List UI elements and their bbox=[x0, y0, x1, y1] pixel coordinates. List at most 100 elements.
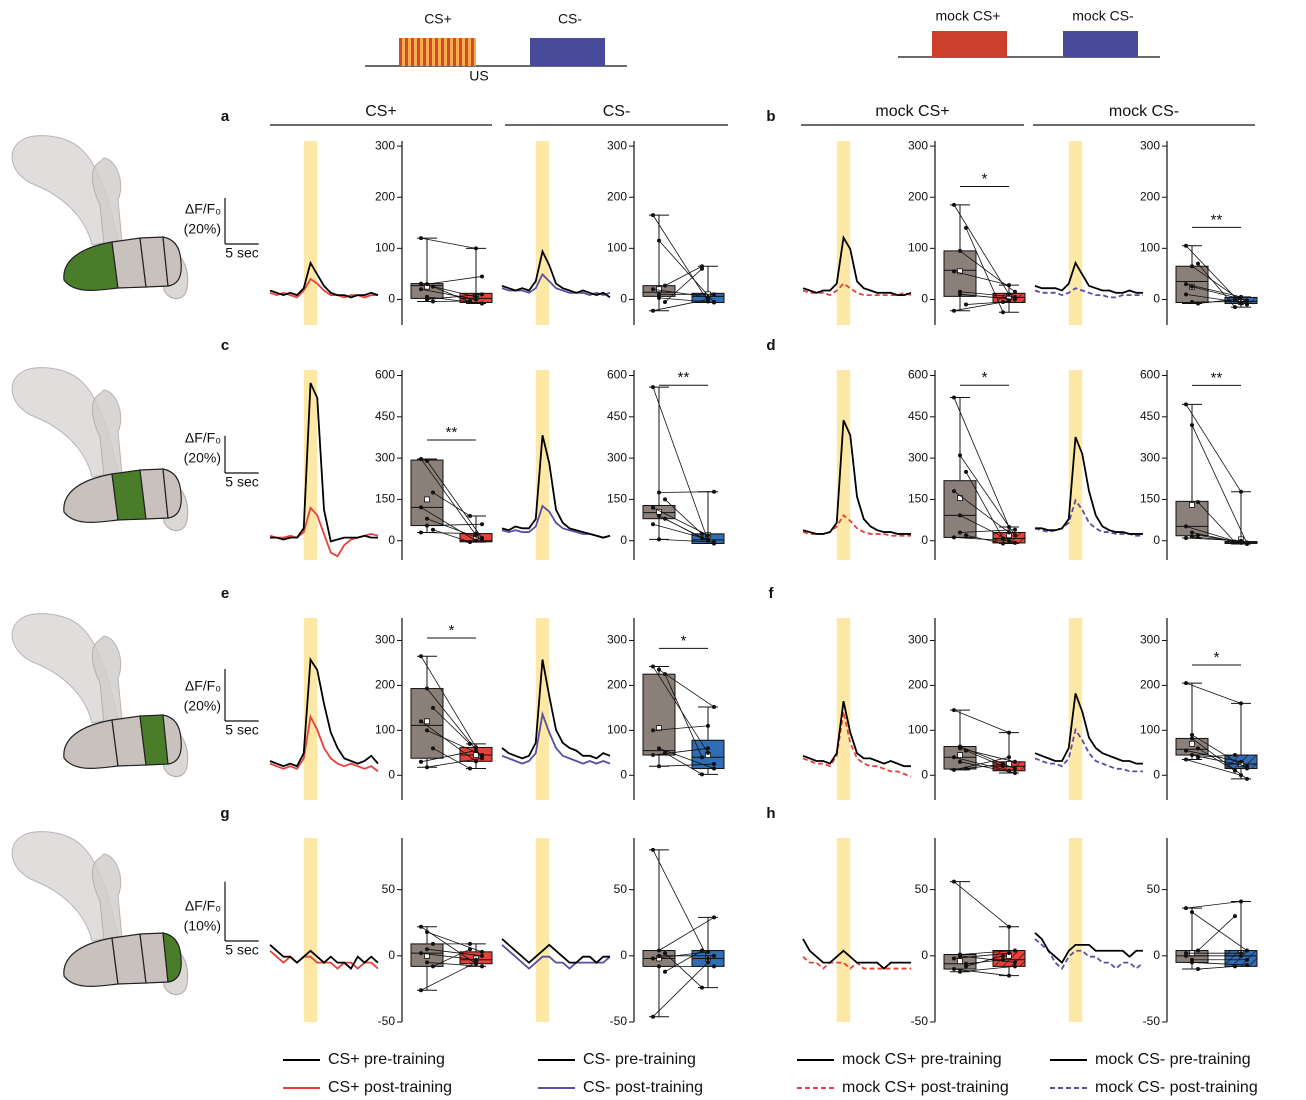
data-point bbox=[1233, 540, 1237, 544]
legend-label: mock CS+ pre-training bbox=[842, 1051, 1002, 1068]
data-point bbox=[712, 762, 716, 766]
pair-line bbox=[421, 238, 476, 248]
data-point bbox=[651, 1015, 655, 1019]
y-tick-label: 150 bbox=[908, 492, 928, 506]
y-tick-label: 50 bbox=[382, 882, 396, 896]
data-point bbox=[1245, 777, 1249, 781]
data-point bbox=[700, 772, 704, 776]
y-tick-label: 600 bbox=[375, 368, 395, 382]
mean bbox=[1190, 741, 1195, 746]
data-point bbox=[1013, 760, 1017, 764]
data-point bbox=[1184, 292, 1188, 296]
mean bbox=[657, 287, 662, 292]
data-point bbox=[706, 724, 710, 728]
data-point bbox=[1245, 963, 1249, 967]
data-point bbox=[1001, 762, 1005, 766]
data-point bbox=[1007, 925, 1011, 929]
scale-time: 5 sec bbox=[225, 245, 258, 261]
scale-amount: (20%) bbox=[184, 221, 221, 237]
stimulus-shade bbox=[837, 838, 851, 1022]
data-point bbox=[700, 536, 704, 540]
data-point bbox=[419, 287, 423, 291]
pair-line bbox=[659, 492, 714, 493]
data-point bbox=[425, 282, 429, 286]
data-point bbox=[480, 274, 484, 278]
data-point bbox=[706, 950, 710, 954]
mock-cs-minus-label: mock CS- bbox=[1072, 8, 1134, 24]
data-point bbox=[663, 672, 667, 676]
y-tick-label: 100 bbox=[1140, 723, 1160, 737]
data-point bbox=[1007, 292, 1011, 296]
data-point bbox=[964, 533, 968, 537]
data-point bbox=[1196, 500, 1200, 504]
data-point bbox=[952, 203, 956, 207]
data-point bbox=[958, 760, 962, 764]
cs-plus-label: CS+ bbox=[424, 11, 452, 27]
data-point bbox=[651, 506, 655, 510]
data-point bbox=[1001, 958, 1005, 962]
data-point bbox=[1233, 753, 1237, 757]
data-point bbox=[706, 537, 710, 541]
data-point bbox=[1001, 954, 1005, 958]
data-point bbox=[1013, 767, 1017, 771]
data-point bbox=[425, 459, 429, 463]
y-tick-label: -50 bbox=[610, 1014, 628, 1028]
data-point bbox=[964, 749, 968, 753]
trace bbox=[270, 717, 378, 772]
legend-label: CS+ pre-training bbox=[328, 1051, 445, 1068]
column-header: CS- bbox=[603, 103, 631, 120]
data-point bbox=[468, 299, 472, 303]
data-point bbox=[468, 514, 472, 518]
data-point bbox=[1184, 681, 1188, 685]
data-point bbox=[1190, 736, 1194, 740]
data-point bbox=[1190, 910, 1194, 914]
data-point bbox=[480, 954, 484, 958]
stimulus-shade bbox=[837, 141, 851, 325]
data-point bbox=[1184, 749, 1188, 753]
data-point bbox=[431, 964, 435, 968]
data-point bbox=[425, 517, 429, 521]
data-point bbox=[958, 745, 962, 749]
data-point bbox=[1239, 951, 1243, 955]
data-point bbox=[1196, 302, 1200, 306]
stimulus-shade bbox=[304, 141, 318, 325]
trace bbox=[502, 274, 610, 295]
data-point bbox=[419, 760, 423, 764]
panel-label: e bbox=[221, 585, 229, 602]
y-tick-label: 0 bbox=[388, 948, 395, 962]
data-point bbox=[651, 665, 655, 669]
data-point bbox=[1001, 300, 1005, 304]
data-point bbox=[712, 540, 716, 544]
stimulus-shade bbox=[304, 618, 318, 800]
data-point bbox=[651, 385, 655, 389]
panel-label: c bbox=[221, 337, 229, 354]
y-tick-label: 300 bbox=[908, 138, 928, 152]
data-point bbox=[1245, 949, 1249, 953]
data-point bbox=[474, 749, 478, 753]
data-point bbox=[474, 295, 478, 299]
legend-label: CS- post-training bbox=[583, 1079, 703, 1096]
data-point bbox=[964, 964, 968, 968]
y-tick-label: 300 bbox=[908, 633, 928, 647]
us-label: US bbox=[469, 68, 488, 84]
data-point bbox=[1013, 533, 1017, 537]
data-point bbox=[474, 960, 478, 964]
data-point bbox=[952, 708, 956, 712]
data-point bbox=[419, 236, 423, 240]
pair-line bbox=[954, 301, 1009, 311]
stimulus-shade bbox=[304, 838, 318, 1022]
data-point bbox=[1245, 958, 1249, 962]
y-tick-label: 0 bbox=[620, 533, 627, 547]
data-point bbox=[1233, 297, 1237, 301]
data-point bbox=[474, 759, 478, 763]
stimulus-shade bbox=[837, 618, 851, 800]
panel-label: h bbox=[766, 805, 775, 822]
data-point bbox=[425, 295, 429, 299]
data-point bbox=[706, 746, 710, 750]
y-tick-label: 50 bbox=[915, 882, 929, 896]
data-point bbox=[1007, 539, 1011, 543]
pair-line bbox=[1192, 912, 1247, 950]
panel-label: b bbox=[766, 108, 775, 125]
y-tick-label: 600 bbox=[607, 368, 627, 382]
data-point bbox=[952, 768, 956, 772]
